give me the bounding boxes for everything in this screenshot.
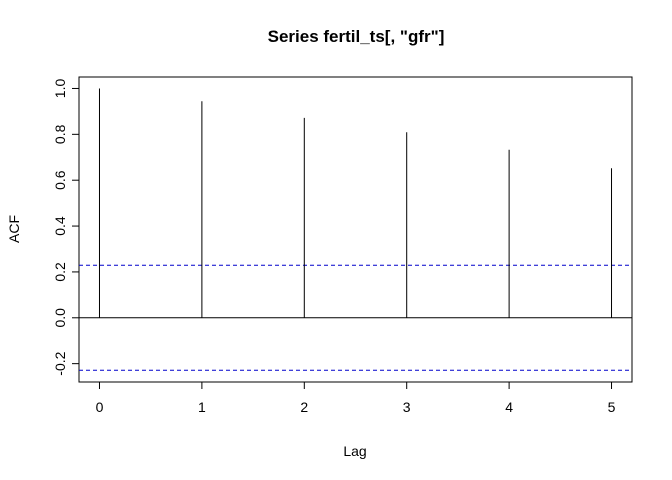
y-axis-label: ACF [6, 215, 22, 243]
x-tick-label: 1 [198, 399, 206, 415]
x-tick-label: 0 [96, 399, 104, 415]
y-tick-label: -0.2 [52, 351, 68, 375]
y-tick-label: 0.8 [52, 124, 68, 144]
x-tick-label: 2 [300, 399, 308, 415]
chart-title: Series fertil_ts[, "gfr"] [268, 27, 445, 46]
y-tick-label: 0.2 [52, 262, 68, 282]
y-tick-label: 0.4 [52, 216, 68, 236]
x-axis-label: Lag [343, 443, 366, 459]
x-tick-label: 4 [505, 399, 513, 415]
y-tick-label: 0.6 [52, 170, 68, 190]
x-tick-label: 5 [608, 399, 616, 415]
plot-frame [78, 76, 633, 383]
x-tick-label: 3 [403, 399, 411, 415]
y-tick-label: 1.0 [52, 79, 68, 99]
y-tick-label: 0.0 [52, 308, 68, 328]
plot-marks: 0 1 2 3 4 5 -0.2 0.0 0.2 0.4 0.6 0.8 1.0 [52, 79, 632, 415]
